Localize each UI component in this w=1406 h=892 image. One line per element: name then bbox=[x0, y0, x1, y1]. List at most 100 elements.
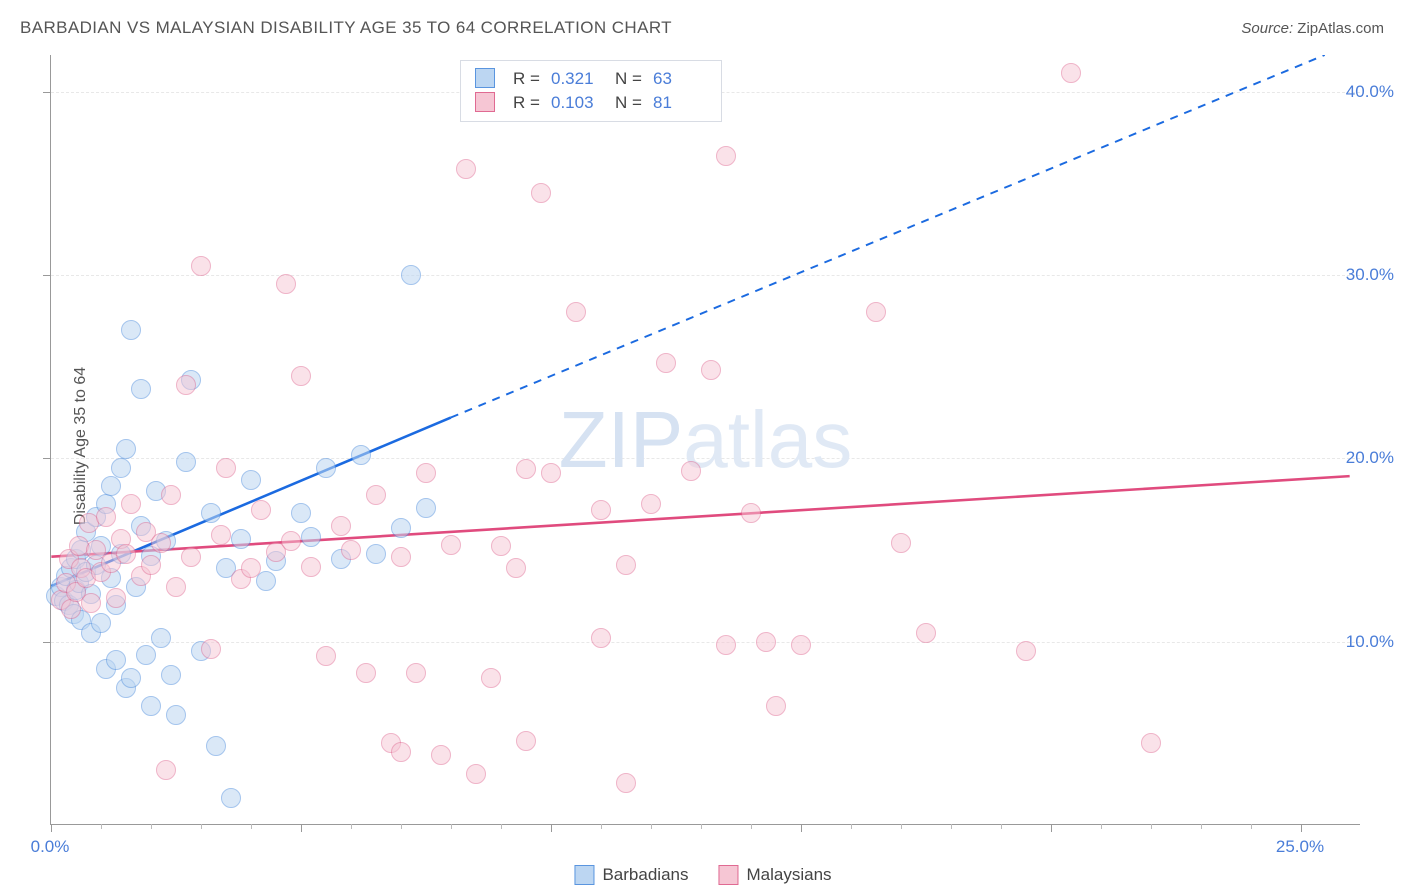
data-point-malaysians bbox=[291, 366, 311, 386]
gridline bbox=[51, 275, 1360, 276]
data-point-barbadians bbox=[351, 445, 371, 465]
data-point-barbadians bbox=[241, 470, 261, 490]
gridline bbox=[51, 642, 1360, 643]
data-point-barbadians bbox=[161, 665, 181, 685]
data-point-barbadians bbox=[291, 503, 311, 523]
legend-swatch-icon bbox=[475, 92, 495, 112]
x-tick-minor bbox=[1151, 824, 1152, 829]
data-point-malaysians bbox=[591, 500, 611, 520]
data-point-barbadians bbox=[221, 788, 241, 808]
stat-row-malaysians: R =0.103N =81 bbox=[475, 91, 707, 115]
data-point-barbadians bbox=[111, 458, 131, 478]
data-point-malaysians bbox=[1016, 641, 1036, 661]
x-tick-minor bbox=[901, 824, 902, 829]
data-point-malaysians bbox=[191, 256, 211, 276]
x-tick-minor bbox=[1101, 824, 1102, 829]
x-tick-minor bbox=[951, 824, 952, 829]
data-point-malaysians bbox=[216, 458, 236, 478]
data-point-barbadians bbox=[301, 527, 321, 547]
x-tick-minor bbox=[401, 824, 402, 829]
data-point-malaysians bbox=[241, 558, 261, 578]
data-point-malaysians bbox=[741, 503, 761, 523]
x-tick-minor bbox=[101, 824, 102, 829]
y-tick-major bbox=[43, 92, 51, 93]
legend-item-barbadians: Barbadians bbox=[574, 865, 688, 886]
data-point-malaysians bbox=[176, 375, 196, 395]
data-point-malaysians bbox=[616, 555, 636, 575]
series-legend: BarbadiansMalaysians bbox=[574, 865, 831, 886]
x-tick-minor bbox=[851, 824, 852, 829]
data-point-malaysians bbox=[616, 773, 636, 793]
data-point-barbadians bbox=[121, 320, 141, 340]
x-tick-minor bbox=[651, 824, 652, 829]
stat-row-barbadians: R =0.321N =63 bbox=[475, 67, 707, 91]
data-point-malaysians bbox=[566, 302, 586, 322]
data-point-malaysians bbox=[441, 535, 461, 555]
data-point-malaysians bbox=[331, 516, 351, 536]
x-tick-major bbox=[51, 824, 52, 832]
legend-swatch-icon bbox=[574, 865, 594, 885]
data-point-barbadians bbox=[101, 476, 121, 496]
x-tick-major bbox=[1301, 824, 1302, 832]
data-point-malaysians bbox=[96, 507, 116, 527]
data-point-malaysians bbox=[716, 635, 736, 655]
data-point-malaysians bbox=[416, 463, 436, 483]
legend-swatch-icon bbox=[475, 68, 495, 88]
x-tick-minor bbox=[151, 824, 152, 829]
data-point-barbadians bbox=[136, 645, 156, 665]
y-tick-label: 10.0% bbox=[1346, 632, 1394, 652]
data-point-malaysians bbox=[516, 459, 536, 479]
data-point-malaysians bbox=[791, 635, 811, 655]
data-point-malaysians bbox=[116, 544, 136, 564]
data-point-malaysians bbox=[106, 588, 126, 608]
r-label: R = bbox=[513, 69, 541, 89]
n-label: N = bbox=[615, 93, 643, 113]
data-point-malaysians bbox=[766, 696, 786, 716]
data-point-barbadians bbox=[121, 668, 141, 688]
x-tick-minor bbox=[201, 824, 202, 829]
data-point-barbadians bbox=[201, 503, 221, 523]
data-point-malaysians bbox=[356, 663, 376, 683]
y-tick-major bbox=[43, 642, 51, 643]
x-tick-minor bbox=[251, 824, 252, 829]
data-point-barbadians bbox=[401, 265, 421, 285]
data-point-malaysians bbox=[681, 461, 701, 481]
y-tick-major bbox=[43, 275, 51, 276]
data-point-barbadians bbox=[206, 736, 226, 756]
data-point-malaysians bbox=[916, 623, 936, 643]
data-point-malaysians bbox=[756, 632, 776, 652]
data-point-malaysians bbox=[701, 360, 721, 380]
data-point-malaysians bbox=[531, 183, 551, 203]
n-value: 81 bbox=[653, 93, 707, 113]
data-point-barbadians bbox=[391, 518, 411, 538]
data-point-malaysians bbox=[456, 159, 476, 179]
data-point-malaysians bbox=[891, 533, 911, 553]
x-tick-major bbox=[1051, 824, 1052, 832]
data-point-malaysians bbox=[156, 760, 176, 780]
data-point-malaysians bbox=[591, 628, 611, 648]
data-point-malaysians bbox=[141, 555, 161, 575]
data-point-malaysians bbox=[81, 593, 101, 613]
x-tick-minor bbox=[701, 824, 702, 829]
watermark-bold: ZIP bbox=[559, 395, 683, 484]
data-point-barbadians bbox=[116, 439, 136, 459]
legend-label: Barbadians bbox=[602, 865, 688, 884]
data-point-malaysians bbox=[201, 639, 221, 659]
x-tick-major bbox=[551, 824, 552, 832]
y-tick-label: 40.0% bbox=[1346, 82, 1394, 102]
data-point-malaysians bbox=[341, 540, 361, 560]
data-point-barbadians bbox=[106, 650, 126, 670]
x-tick-label: 0.0% bbox=[31, 837, 70, 857]
x-tick-major bbox=[301, 824, 302, 832]
data-point-malaysians bbox=[1141, 733, 1161, 753]
data-point-malaysians bbox=[541, 463, 561, 483]
source-name: ZipAtlas.com bbox=[1297, 20, 1384, 37]
data-point-malaysians bbox=[181, 547, 201, 567]
chart-title: BARBADIAN VS MALAYSIAN DISABILITY AGE 35… bbox=[20, 18, 672, 38]
data-point-malaysians bbox=[481, 668, 501, 688]
data-point-malaysians bbox=[151, 533, 171, 553]
data-point-barbadians bbox=[231, 529, 251, 549]
correlation-legend: R =0.321N =63R =0.103N =81 bbox=[460, 60, 722, 122]
data-point-malaysians bbox=[121, 494, 141, 514]
x-tick-minor bbox=[1001, 824, 1002, 829]
